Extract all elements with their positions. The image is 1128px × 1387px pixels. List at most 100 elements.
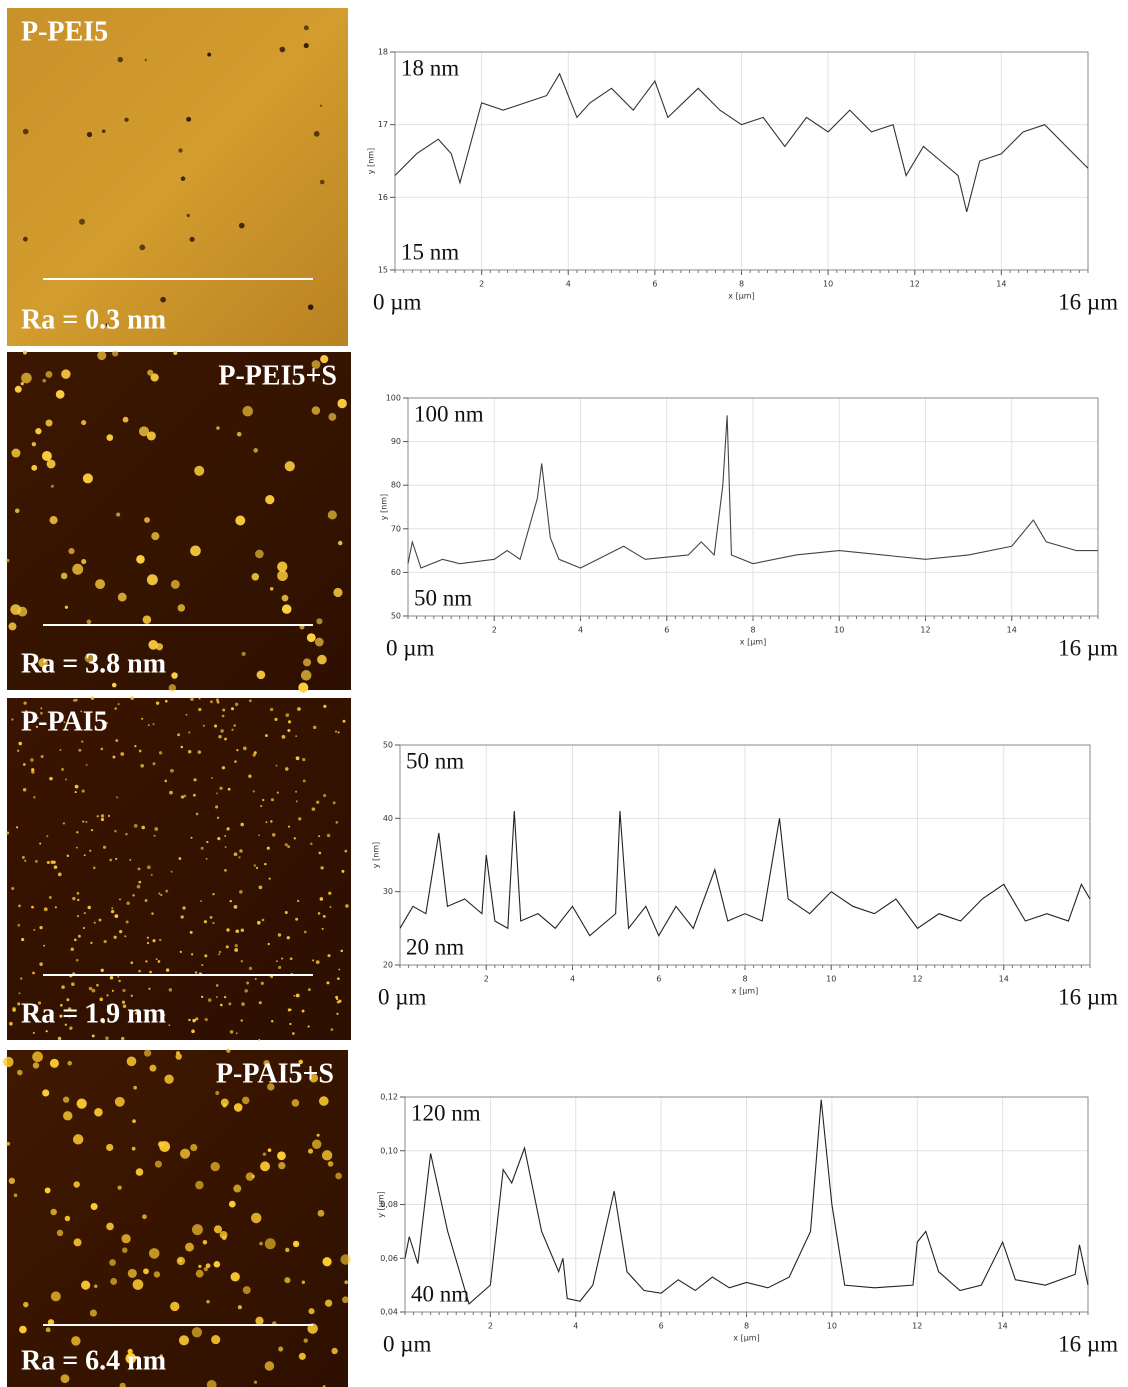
- afm-speck: [32, 971, 35, 975]
- x-start-label: 0 µm: [386, 635, 435, 660]
- afm-speck: [42, 378, 47, 383]
- y-min-label: 15 nm: [401, 239, 459, 264]
- afm-speck: [127, 1348, 133, 1355]
- afm-speck: [268, 877, 271, 880]
- afm-speck: [316, 1133, 320, 1137]
- afm-speck: [269, 587, 274, 591]
- afm-speck: [6, 831, 10, 835]
- afm-speck: [190, 836, 193, 839]
- roughness-label: Ra = 1.9 nm: [21, 998, 166, 1029]
- afm-speck: [289, 1022, 292, 1026]
- afm-speck: [117, 703, 120, 706]
- afm-speck: [302, 758, 306, 762]
- afm-speck: [82, 926, 85, 930]
- y-tick-label: 50: [391, 612, 401, 621]
- afm-speck: [137, 867, 141, 871]
- afm-speck: [337, 540, 343, 546]
- afm-speck: [139, 244, 146, 251]
- afm-speck: [173, 351, 178, 355]
- afm-speck: [210, 1161, 220, 1172]
- x-axis-label: x [µm]: [740, 638, 766, 647]
- afm-speck: [200, 846, 204, 850]
- afm-speck: [85, 821, 88, 824]
- afm-speck: [74, 791, 77, 794]
- afm-speck: [272, 833, 276, 837]
- afm-speck: [85, 763, 88, 766]
- afm-speck: [84, 653, 95, 663]
- afm-speck: [134, 745, 137, 748]
- afm-speck: [54, 906, 57, 909]
- afm-speck: [298, 817, 302, 821]
- afm-speck: [45, 419, 53, 427]
- afm-speck: [216, 700, 220, 704]
- afm-speck: [152, 939, 156, 943]
- afm-speck: [39, 925, 43, 930]
- afm-speck: [238, 222, 245, 229]
- afm-speck: [41, 450, 52, 462]
- afm-speck: [284, 461, 295, 472]
- afm-speck: [284, 843, 288, 847]
- x-tick-label: 12: [912, 1322, 922, 1331]
- afm-speck: [287, 729, 291, 733]
- afm-speck: [168, 988, 173, 992]
- afm-speck: [21, 937, 25, 942]
- afm-speck: [74, 938, 77, 942]
- x-tick-label: 12: [912, 975, 922, 984]
- afm-speck: [122, 1247, 128, 1253]
- afm-speck: [318, 851, 322, 855]
- afm-speck: [328, 412, 337, 421]
- profile-line: [394, 72, 1089, 213]
- afm-speck: [132, 894, 135, 897]
- afm-speck: [188, 1018, 191, 1022]
- afm-speck: [94, 1107, 103, 1117]
- afm-speck: [285, 1247, 290, 1253]
- afm-speck: [327, 1161, 334, 1167]
- afm-speck: [170, 1301, 180, 1312]
- afm-speck: [337, 398, 347, 409]
- afm-speck: [307, 1148, 314, 1154]
- afm-speck: [219, 786, 223, 790]
- afm-speck: [241, 1002, 245, 1006]
- afm-speck: [303, 930, 307, 934]
- afm-speck: [135, 1012, 138, 1015]
- afm-speck: [269, 707, 274, 712]
- afm-speck: [281, 594, 289, 602]
- afm-speck: [242, 746, 247, 751]
- y-max-label: 120 nm: [411, 1100, 481, 1125]
- afm-speck: [277, 561, 288, 572]
- afm-speck: [341, 869, 345, 873]
- afm-speck: [106, 1004, 110, 1008]
- afm-speck: [281, 957, 284, 960]
- afm-speck: [229, 1030, 234, 1034]
- y-tick-label: 20: [383, 961, 393, 970]
- afm-speck: [309, 1073, 319, 1083]
- afm-speck: [46, 459, 56, 469]
- afm-speck: [117, 975, 120, 978]
- afm-speck: [190, 1143, 198, 1152]
- afm-speck: [322, 1257, 332, 1267]
- afm-speck: [8, 1177, 16, 1184]
- afm-image: [7, 698, 351, 1040]
- y-max-label: 18 nm: [401, 55, 459, 80]
- x-tick-label: 6: [659, 1322, 664, 1331]
- afm-speck: [78, 748, 82, 752]
- afm-speck: [318, 835, 321, 838]
- x-tick-label: 8: [742, 975, 747, 984]
- afm-speck: [300, 670, 312, 681]
- afm-speck: [233, 1184, 242, 1193]
- afm-speck: [91, 1034, 95, 1038]
- afm-speck: [11, 448, 21, 458]
- afm-speck: [63, 1111, 73, 1121]
- afm-speck: [77, 934, 81, 938]
- afm-speck: [218, 734, 222, 739]
- afm-speck: [32, 1031, 35, 1034]
- afm-speck: [312, 959, 315, 962]
- afm-speck: [124, 117, 129, 122]
- y-tick-label: 0,08: [380, 1200, 398, 1209]
- afm-speck: [9, 1021, 13, 1026]
- afm-speck: [17, 1069, 23, 1076]
- afm-speck: [147, 369, 154, 376]
- afm-speck: [327, 954, 331, 958]
- afm-speck: [292, 1240, 300, 1248]
- y-tick-label: 80: [391, 481, 401, 490]
